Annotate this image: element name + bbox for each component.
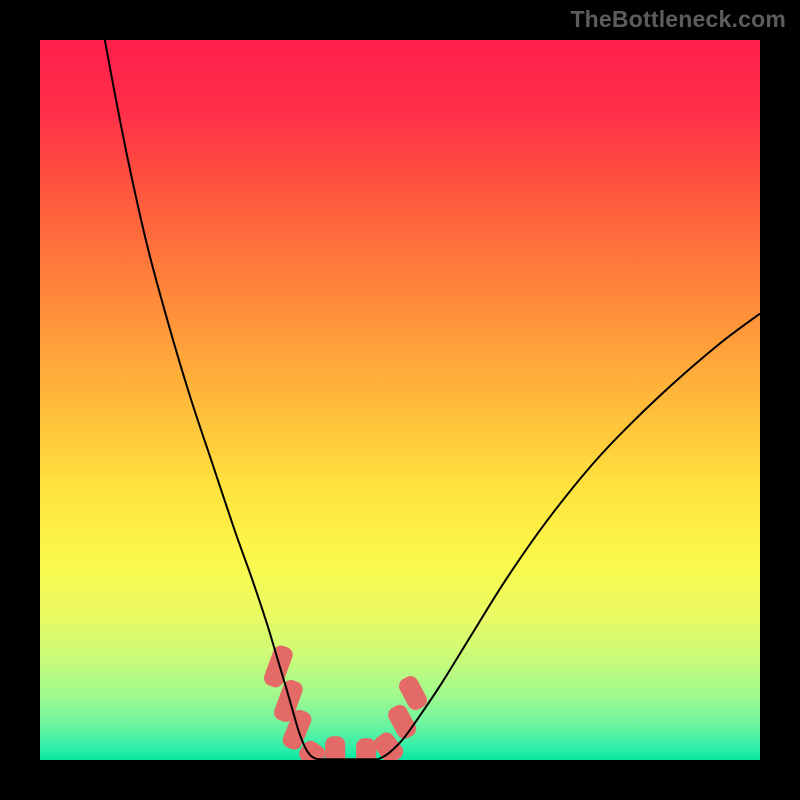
plot-gradient-background: [40, 40, 760, 760]
watermark-source: TheBottleneck.com: [570, 6, 786, 33]
chart-stage: TheBottleneck.com: [0, 0, 800, 800]
bottleneck-curve-chart: [0, 0, 800, 800]
